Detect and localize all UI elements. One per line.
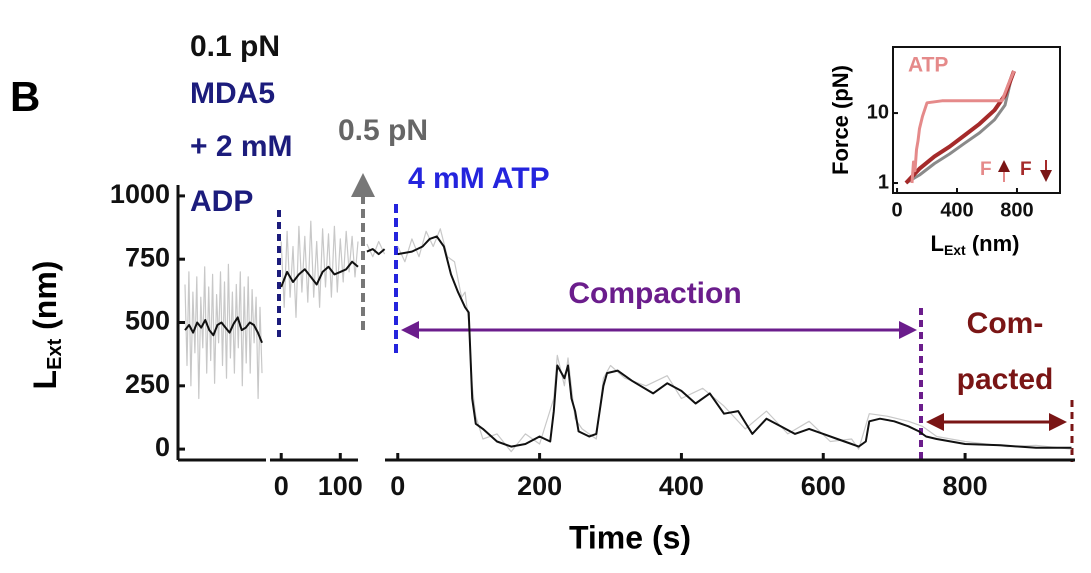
- annotation: Com-: [967, 307, 1044, 340]
- inset-annotation: F: [1020, 159, 1032, 180]
- annotation: 0.5 pN: [338, 114, 428, 147]
- panel-label: B: [10, 73, 40, 120]
- inset-x-title-main: L: [930, 231, 943, 256]
- annotation: 0.1 pN: [190, 30, 280, 63]
- y-tick-label: 750: [125, 242, 170, 272]
- inset-x-title: LExt (nm): [930, 231, 1019, 258]
- x-tick-label: 200: [517, 471, 562, 501]
- annotation: + 2 mM: [190, 130, 293, 163]
- data-line: [280, 260, 359, 288]
- y-tick-label: 0: [155, 432, 170, 462]
- annotation: pacted: [957, 363, 1054, 396]
- data-line: [280, 220, 359, 318]
- data-line: [397, 235, 1072, 449]
- y-axis-title-unit: (nm): [27, 261, 63, 339]
- y-tick-label: 250: [125, 369, 170, 399]
- y-tick-label: 500: [125, 306, 170, 336]
- annotation: MDA5: [190, 77, 275, 110]
- data-line: [397, 228, 1072, 453]
- y-tick-label: 1000: [110, 179, 170, 209]
- x-tick-label: 0: [891, 199, 902, 221]
- inset-y-title: Force (pN): [828, 65, 853, 175]
- x-tick-label: 0: [274, 471, 289, 501]
- inset-annotation: ATP: [908, 54, 948, 77]
- data-line: [184, 316, 263, 344]
- y-axis-title: LExt (nm): [27, 261, 66, 390]
- y-tick-label: 1: [878, 171, 889, 193]
- inset-x-title-sub: Ext: [944, 242, 966, 258]
- data-line: [366, 240, 386, 258]
- y-tick-label: 10: [867, 101, 889, 123]
- inset-annotation: F: [980, 159, 992, 180]
- x-tick-label: 800: [943, 471, 988, 501]
- x-tick-label: 400: [940, 199, 973, 221]
- annotation: 4 mM ATP: [408, 162, 550, 195]
- data-line: [184, 263, 263, 400]
- y-axis-title-main: L: [27, 370, 63, 390]
- x-tick-label: 400: [659, 471, 704, 501]
- x-tick-label: 600: [801, 471, 846, 501]
- inset-x-title-unit: (nm): [966, 231, 1020, 256]
- data-line: [366, 248, 386, 256]
- x-tick-label: 800: [1000, 199, 1033, 221]
- data-line: [904, 70, 1016, 185]
- inset-frame: [892, 46, 1061, 194]
- data-line: [905, 79, 1013, 185]
- data-line: [910, 70, 1016, 184]
- x-tick-label: 0: [390, 471, 405, 501]
- x-axis-title: Time (s): [569, 519, 691, 555]
- annotation: Compaction: [568, 277, 741, 310]
- annotation: ADP: [190, 185, 253, 218]
- x-tick-label: 100: [318, 471, 363, 501]
- y-axis-title-sub: Ext: [44, 338, 66, 369]
